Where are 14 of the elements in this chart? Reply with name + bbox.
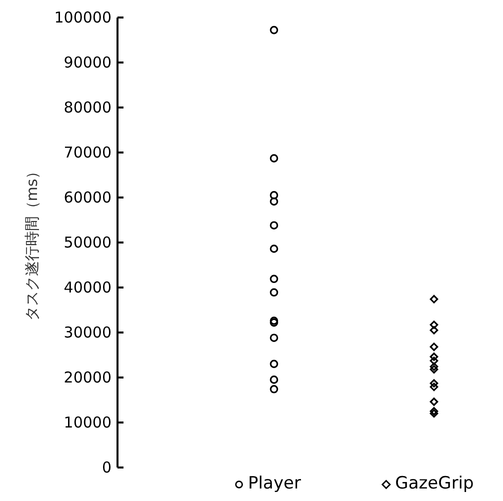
y-tick-label: 100000 — [54, 8, 112, 26]
x-tick-label: Player — [248, 474, 301, 494]
y-tick-label: 30000 — [64, 324, 112, 342]
y-tick-label: 40000 — [64, 278, 112, 296]
y-axis-title: タスク遂行時間（ms） — [23, 164, 42, 322]
y-tick-label: 80000 — [64, 98, 112, 116]
y-tick-label: 60000 — [64, 188, 112, 206]
y-tick-label: 70000 — [64, 144, 112, 162]
y-tick-label: 20000 — [64, 368, 112, 386]
y-tick-label: 50000 — [64, 234, 112, 252]
y-tick-label: 0 — [102, 458, 112, 476]
x-tick-label: GazeGrip — [395, 474, 474, 494]
y-tick-label: 10000 — [64, 414, 112, 432]
y-tick-label: 90000 — [64, 54, 112, 72]
